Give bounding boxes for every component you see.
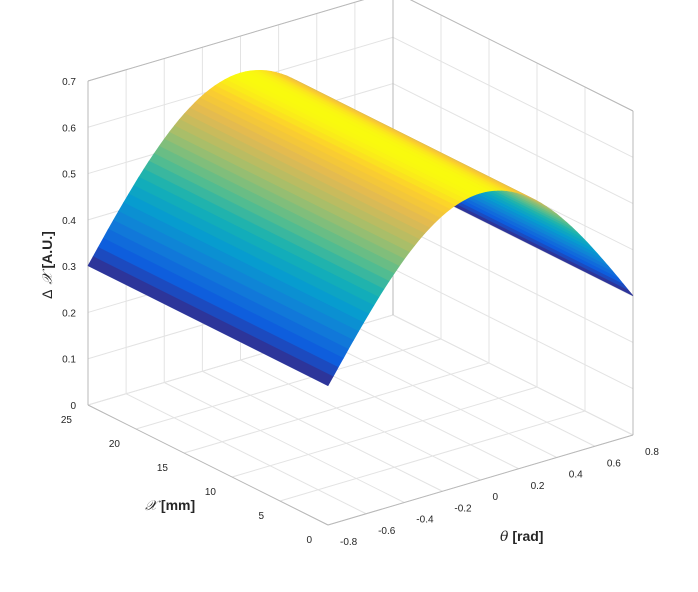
grid-line bbox=[240, 359, 481, 481]
axis-line-x bbox=[87, 404, 329, 526]
z-tick-label: 0.2 bbox=[62, 308, 76, 319]
z-tick-label: 0.7 bbox=[62, 77, 76, 88]
x-axis-label: 𝒳 [mm] bbox=[145, 497, 195, 514]
theta-axis-label: θ [rad] bbox=[500, 528, 543, 545]
x-tick-label: 15 bbox=[157, 463, 169, 474]
z-axis-label: Δ𝒳 [A.U.] bbox=[39, 231, 56, 299]
box-edge bbox=[87, 0, 365, 82]
grid-line bbox=[354, 325, 596, 447]
box-edge bbox=[409, 0, 634, 112]
z-axis-label-delta: Δ bbox=[39, 289, 55, 298]
x-axis-label-unit: [mm] bbox=[157, 497, 195, 513]
surface-strip bbox=[87, 256, 334, 387]
grid-line bbox=[392, 268, 634, 390]
grid-line bbox=[316, 337, 557, 458]
z-axis-label-symbol: 𝒳 bbox=[40, 268, 56, 284]
theta-tick-label: 0.6 bbox=[607, 458, 621, 469]
theta-tick-label: -0.2 bbox=[454, 503, 472, 514]
surface-mesh bbox=[87, 69, 634, 387]
theta-axis-label-unit: [rad] bbox=[508, 528, 543, 544]
x-axis-label-symbol: 𝒳 bbox=[145, 498, 161, 514]
grid-line bbox=[392, 221, 634, 343]
tick-labels: 0 0.1 0.2 0.3 0.4 0.5 0.6 0.7 0 5 10 15 20 25 -0.8 -0.6… bbox=[61, 77, 659, 548]
theta-tick-label: -0.4 bbox=[416, 515, 434, 526]
z-tick-label: 0 bbox=[70, 401, 76, 412]
z-axis-label-unit: [A.U.] bbox=[39, 231, 55, 272]
z-tick-label: 0.4 bbox=[62, 216, 76, 227]
theta-axis-label-symbol: θ bbox=[500, 529, 509, 545]
z-tick-label: 0.1 bbox=[62, 355, 76, 366]
grid-line bbox=[392, 314, 634, 436]
theta-tick-label: 0.8 bbox=[645, 447, 659, 458]
z-tick-label: 0.5 bbox=[62, 170, 76, 181]
theta-tick-label: -0.6 bbox=[378, 526, 396, 537]
grid-line bbox=[392, 36, 634, 158]
x-tick-label: 10 bbox=[205, 487, 217, 498]
x-tick-label: 25 bbox=[61, 415, 73, 426]
z-tick-label: 0.6 bbox=[62, 123, 76, 134]
grid-line bbox=[202, 370, 443, 492]
x-tick-label: 5 bbox=[258, 511, 264, 522]
theta-tick-label: -0.8 bbox=[340, 537, 358, 548]
x-tick-label: 0 bbox=[306, 535, 312, 546]
grid-line bbox=[164, 382, 405, 503]
z-tick-label: 0.3 bbox=[62, 262, 76, 273]
theta-tick-label: 0.4 bbox=[569, 470, 583, 481]
theta-tick-label: 0 bbox=[493, 492, 499, 503]
x-tick-label: 20 bbox=[109, 439, 121, 450]
grid-line bbox=[125, 393, 367, 515]
theta-tick-label: 0.2 bbox=[531, 481, 545, 492]
grid-line bbox=[392, 83, 634, 205]
axis-line-theta bbox=[327, 434, 634, 526]
